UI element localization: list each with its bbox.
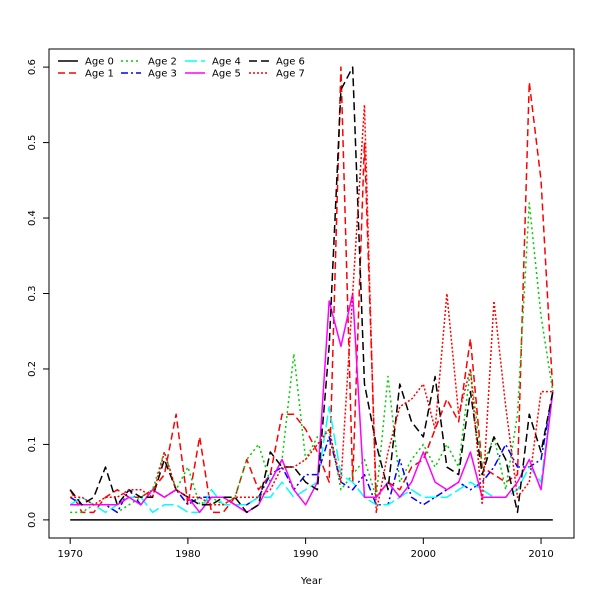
y-axis: 0.0 0.1 0.2 0.3 0.4 0.5 0.6 [27,59,49,528]
legend-label-5: Age 5 [212,69,241,80]
legend-label-3: Age 3 [148,69,177,80]
series-line-4 [69,391,554,514]
x-axis-title: Year [300,576,323,587]
legend-label-1: Age 1 [85,69,114,80]
series-line-7 [70,104,553,514]
series-layer [69,66,554,521]
legend-label-2: Age 2 [148,57,177,68]
x-tick-label: 1990 [293,549,318,560]
y-tick-label: 0.2 [27,361,38,377]
legend-label-7: Age 7 [276,69,305,80]
y-tick-label: 0.3 [27,286,38,302]
legend-label-6: Age 6 [276,57,305,68]
y-tick-label: 0.5 [27,135,38,151]
x-axis: 1970 1980 1990 2000 2010 [57,538,554,560]
x-tick-label: 1980 [175,549,200,560]
series-line-5 [70,292,554,514]
y-tick-label: 0.6 [27,59,38,75]
series-line-6 [69,66,554,514]
legend-label-4: Age 4 [212,57,241,68]
x-tick-label: 1970 [57,549,82,560]
legend-label-0: Age 0 [85,57,114,68]
y-tick-label: 0.1 [27,436,38,452]
y-tick-label: 0.0 [27,512,38,528]
x-tick-label: 2000 [411,549,436,560]
x-tick-label: 2010 [528,549,553,560]
series-line-1 [69,66,554,514]
y-tick-label: 0.4 [27,210,38,226]
series-line-2 [70,202,554,514]
